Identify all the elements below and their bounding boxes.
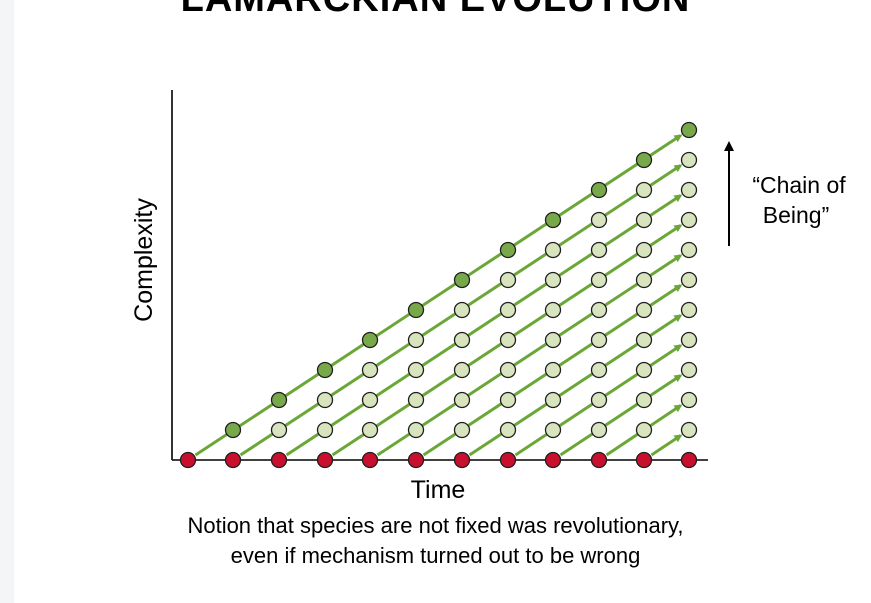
origin-species-dot	[407, 451, 425, 469]
species-dots	[179, 121, 698, 469]
species-dot	[680, 151, 698, 169]
species-dot	[499, 421, 517, 439]
origin-species-dot	[270, 451, 288, 469]
advanced-species-dot	[590, 181, 608, 199]
species-dot	[635, 301, 653, 319]
chain-label-line1: “Chain of	[752, 172, 846, 198]
species-dot	[590, 421, 608, 439]
species-dot	[316, 391, 334, 409]
slide-margin	[0, 0, 14, 603]
advanced-species-dot	[270, 391, 288, 409]
species-dot	[361, 391, 379, 409]
advanced-species-dot	[680, 121, 698, 139]
origin-species-dot	[316, 451, 334, 469]
origin-species-dot	[453, 451, 471, 469]
species-dot	[680, 181, 698, 199]
species-dot	[499, 301, 517, 319]
species-dot	[635, 421, 653, 439]
species-dot	[635, 391, 653, 409]
species-dot	[270, 421, 288, 439]
species-dot	[361, 421, 379, 439]
lineage-arrow	[559, 374, 683, 457]
lineage-arrows	[194, 134, 683, 457]
species-dot	[499, 391, 517, 409]
species-dot	[635, 331, 653, 349]
caption-line-1: Notion that species are not fixed was re…	[187, 513, 684, 538]
x-axis-label: Time	[411, 476, 466, 504]
lineage-arrow	[285, 194, 683, 457]
species-dot	[635, 271, 653, 289]
species-dot	[680, 241, 698, 259]
species-dot	[544, 391, 562, 409]
species-dot	[590, 211, 608, 229]
species-dot	[635, 241, 653, 259]
species-dot	[407, 331, 425, 349]
advanced-species-dot	[224, 421, 242, 439]
species-dot	[453, 301, 471, 319]
species-dot	[453, 331, 471, 349]
species-dot	[361, 361, 379, 379]
species-dot	[544, 421, 562, 439]
advanced-species-dot	[407, 301, 425, 319]
species-dot	[407, 391, 425, 409]
species-dot	[635, 211, 653, 229]
species-dot	[680, 301, 698, 319]
origin-species-dot	[179, 451, 197, 469]
species-dot	[680, 271, 698, 289]
caption-line-2: even if mechanism turned out to be wrong	[230, 543, 641, 568]
species-dot	[499, 271, 517, 289]
lineage-arrow	[376, 254, 683, 457]
origin-species-dot	[361, 451, 379, 469]
species-dot	[590, 301, 608, 319]
species-dot	[680, 361, 698, 379]
advanced-species-dot	[453, 271, 471, 289]
species-dot	[590, 331, 608, 349]
advanced-species-dot	[361, 331, 379, 349]
species-dot	[680, 211, 698, 229]
species-dot	[544, 361, 562, 379]
species-dot	[590, 361, 608, 379]
species-dot	[453, 421, 471, 439]
advanced-species-dot	[635, 151, 653, 169]
lineage-arrow	[650, 434, 683, 457]
species-dot	[590, 241, 608, 259]
species-dot	[407, 361, 425, 379]
species-dot	[635, 361, 653, 379]
origin-species-dot	[544, 451, 562, 469]
species-dot	[499, 361, 517, 379]
chain-label-line2: Being”	[763, 202, 829, 228]
species-dot	[680, 331, 698, 349]
species-dot	[590, 271, 608, 289]
species-dot	[590, 391, 608, 409]
species-dot	[316, 421, 334, 439]
origin-species-dot	[680, 451, 698, 469]
advanced-species-dot	[544, 211, 562, 229]
species-dot	[453, 361, 471, 379]
origin-species-dot	[499, 451, 517, 469]
y-axis-label: Complexity	[130, 198, 158, 322]
origin-species-dot	[590, 451, 608, 469]
species-dot	[453, 391, 471, 409]
species-dot	[407, 421, 425, 439]
species-dot	[635, 181, 653, 199]
species-dot	[680, 391, 698, 409]
species-dot	[544, 301, 562, 319]
origin-species-dot	[224, 451, 242, 469]
species-dot	[544, 271, 562, 289]
species-dot	[680, 421, 698, 439]
advanced-species-dot	[499, 241, 517, 259]
slide-title: LAMARCKIAN EVOLUTION	[0, 0, 871, 21]
species-dot	[544, 241, 562, 259]
advanced-species-dot	[316, 361, 334, 379]
species-dot	[544, 331, 562, 349]
species-dot	[499, 331, 517, 349]
origin-species-dot	[635, 451, 653, 469]
lineage-arrow	[194, 134, 683, 457]
